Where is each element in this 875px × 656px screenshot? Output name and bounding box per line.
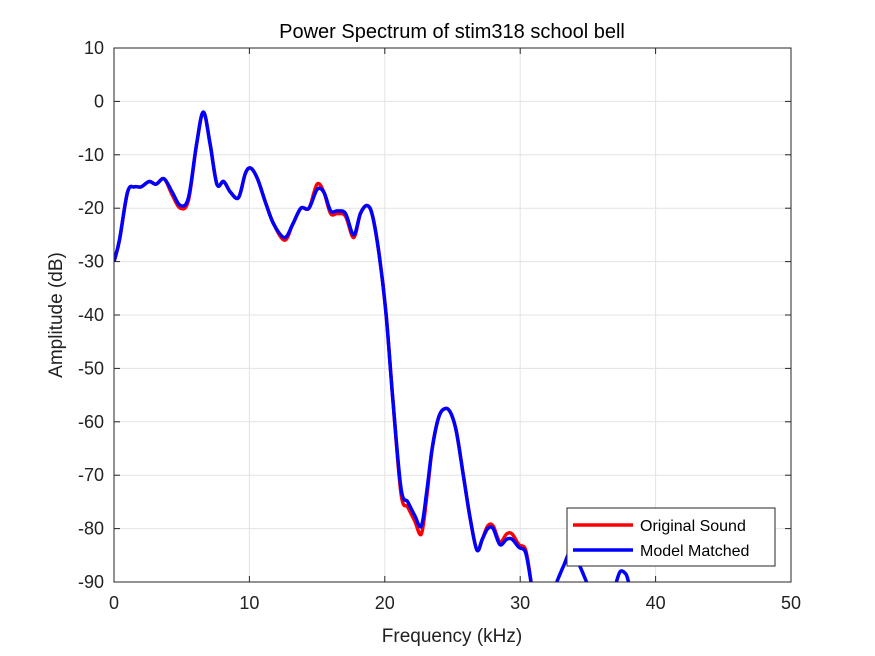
y-tick-label: -60 bbox=[78, 412, 104, 432]
x-tick-label: 30 bbox=[510, 593, 530, 613]
legend-box bbox=[566, 507, 776, 567]
y-tick-label: -50 bbox=[78, 358, 104, 378]
legend: Original Sound Model Matched bbox=[566, 507, 776, 567]
chart-title: Power Spectrum of stim318 school bell bbox=[279, 21, 625, 43]
y-tick-label: -90 bbox=[78, 572, 104, 592]
x-tick-label: 40 bbox=[646, 593, 666, 613]
y-tick-label: -80 bbox=[78, 519, 104, 539]
series-line-segment-3 bbox=[614, 569, 631, 582]
y-tick-label: -70 bbox=[78, 465, 104, 485]
data-lines bbox=[114, 110, 631, 582]
legend-entry-label: Original Sound bbox=[640, 518, 746, 535]
x-tick-label: 20 bbox=[375, 593, 395, 613]
y-tick-label: -20 bbox=[78, 198, 104, 218]
legend-entry-label: Model Matched bbox=[640, 543, 749, 560]
x-axis-label: Frequency (kHz) bbox=[382, 626, 522, 647]
y-tick-label: 10 bbox=[84, 38, 104, 58]
y-tick-label: 0 bbox=[94, 91, 104, 111]
y-tick-label: -10 bbox=[78, 145, 104, 165]
x-tick-label: 0 bbox=[109, 593, 119, 613]
axis-ticks: 0 10 20 30 40 50 10 0 -10 -20 -30 -40 -50 -60 -70 -80 -9… bbox=[78, 38, 801, 613]
y-tick-label: -30 bbox=[78, 252, 104, 272]
x-tick-label: 10 bbox=[239, 593, 259, 613]
series-line-model-matched bbox=[114, 110, 533, 582]
y-axis-label: Amplitude (dB) bbox=[46, 252, 67, 378]
x-tick-label: 50 bbox=[781, 593, 801, 613]
y-tick-label: -40 bbox=[78, 305, 104, 325]
